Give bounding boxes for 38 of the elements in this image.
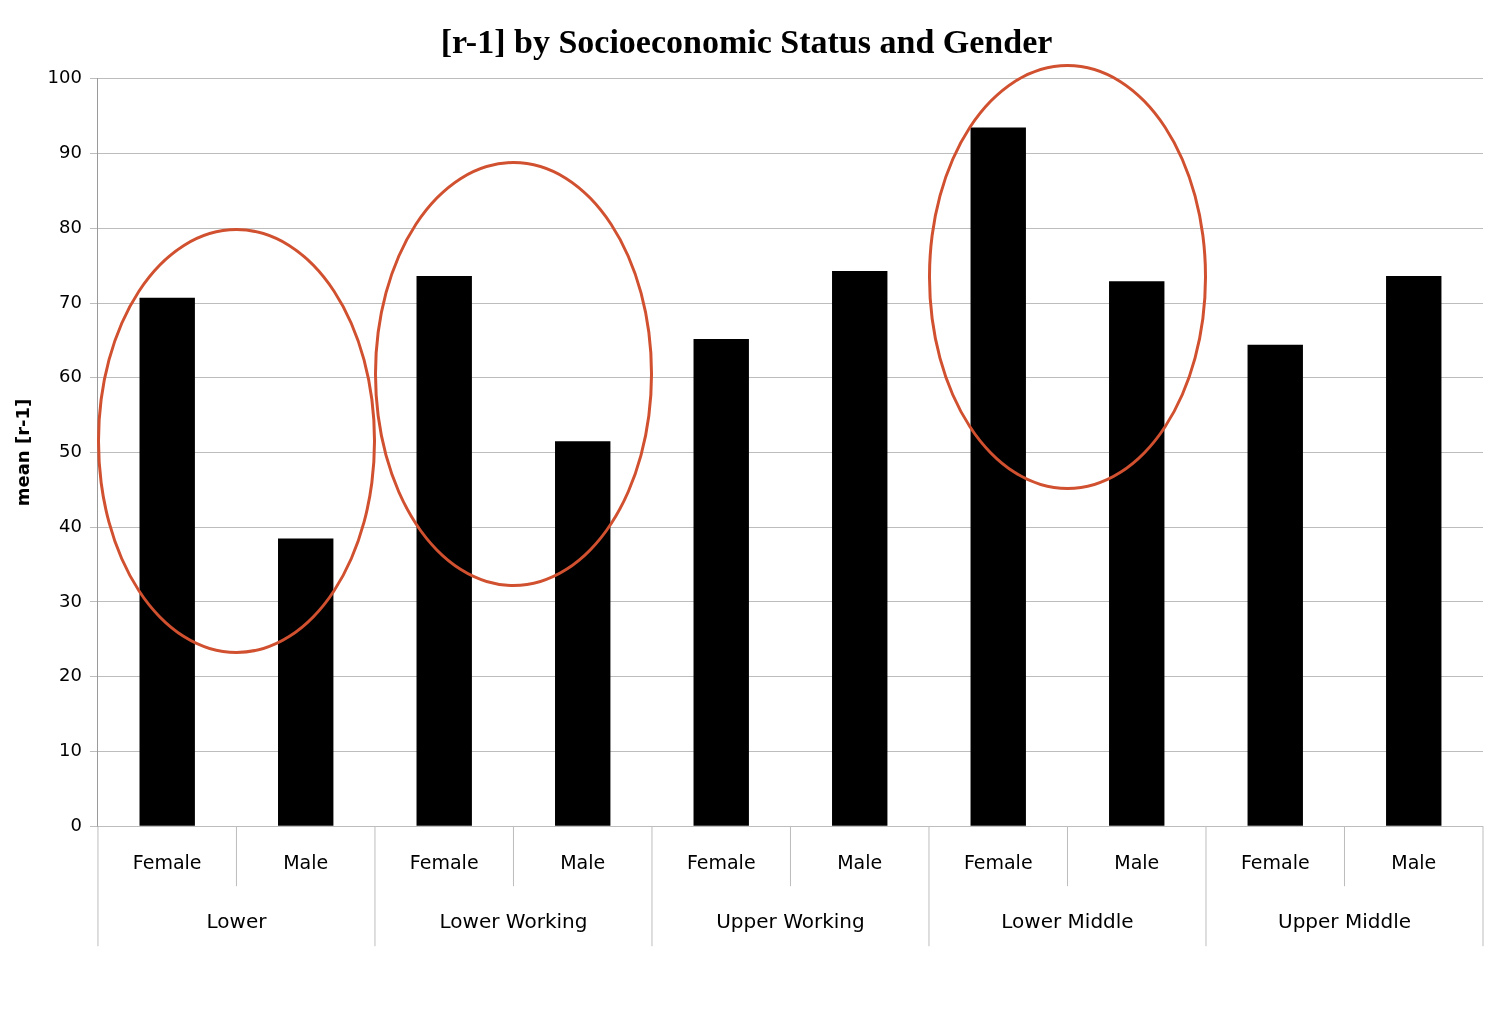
text: Lower Working — [439, 909, 588, 934]
y-tick-label: 60 — [59, 365, 82, 387]
x-tick-label: Female — [963, 850, 1033, 873]
y-tick-label: 0 — [70, 813, 82, 835]
y-tick-label: 20 — [59, 664, 82, 686]
y-tick-label: 70 — [59, 290, 82, 312]
bar — [139, 297, 195, 826]
text: Upper Middle — [1278, 909, 1411, 934]
x-tick-label: Male — [283, 850, 329, 873]
text: Lower — [206, 909, 268, 934]
x-tick-label: Female — [686, 850, 756, 873]
x-tick-label: Male — [1114, 850, 1160, 873]
text: Upper Working — [716, 909, 865, 934]
x-tick-label: Female — [409, 850, 479, 873]
bar — [1386, 276, 1442, 826]
bar — [416, 276, 472, 826]
y-tick-label: 40 — [59, 514, 82, 536]
text: Lower Middle — [1001, 909, 1134, 934]
x-tick-label: Male — [1391, 850, 1437, 873]
bar — [1109, 281, 1165, 826]
bar — [970, 127, 1026, 826]
y-tick-label: 50 — [59, 440, 82, 462]
y-tick-label: 90 — [59, 141, 82, 163]
y-tick-label: 30 — [59, 589, 82, 611]
x-tick-label: Female — [132, 850, 202, 873]
x-tick-label: Female — [1240, 850, 1310, 873]
x-tick-label: Male — [837, 850, 883, 873]
bar — [1247, 344, 1303, 826]
chart-title: [r-1] by Socioeconomic Status and Gender — [440, 23, 1053, 61]
y-axis-title: mean [r-1] — [12, 398, 34, 507]
bar — [832, 270, 888, 826]
y-tick-label: 80 — [59, 215, 82, 237]
bar — [278, 538, 334, 826]
y-tick-label: 100 — [47, 66, 82, 88]
x-tick-label: Male — [560, 850, 606, 873]
bar — [693, 338, 749, 826]
y-tick-label: 10 — [59, 739, 82, 761]
bar — [555, 441, 611, 826]
